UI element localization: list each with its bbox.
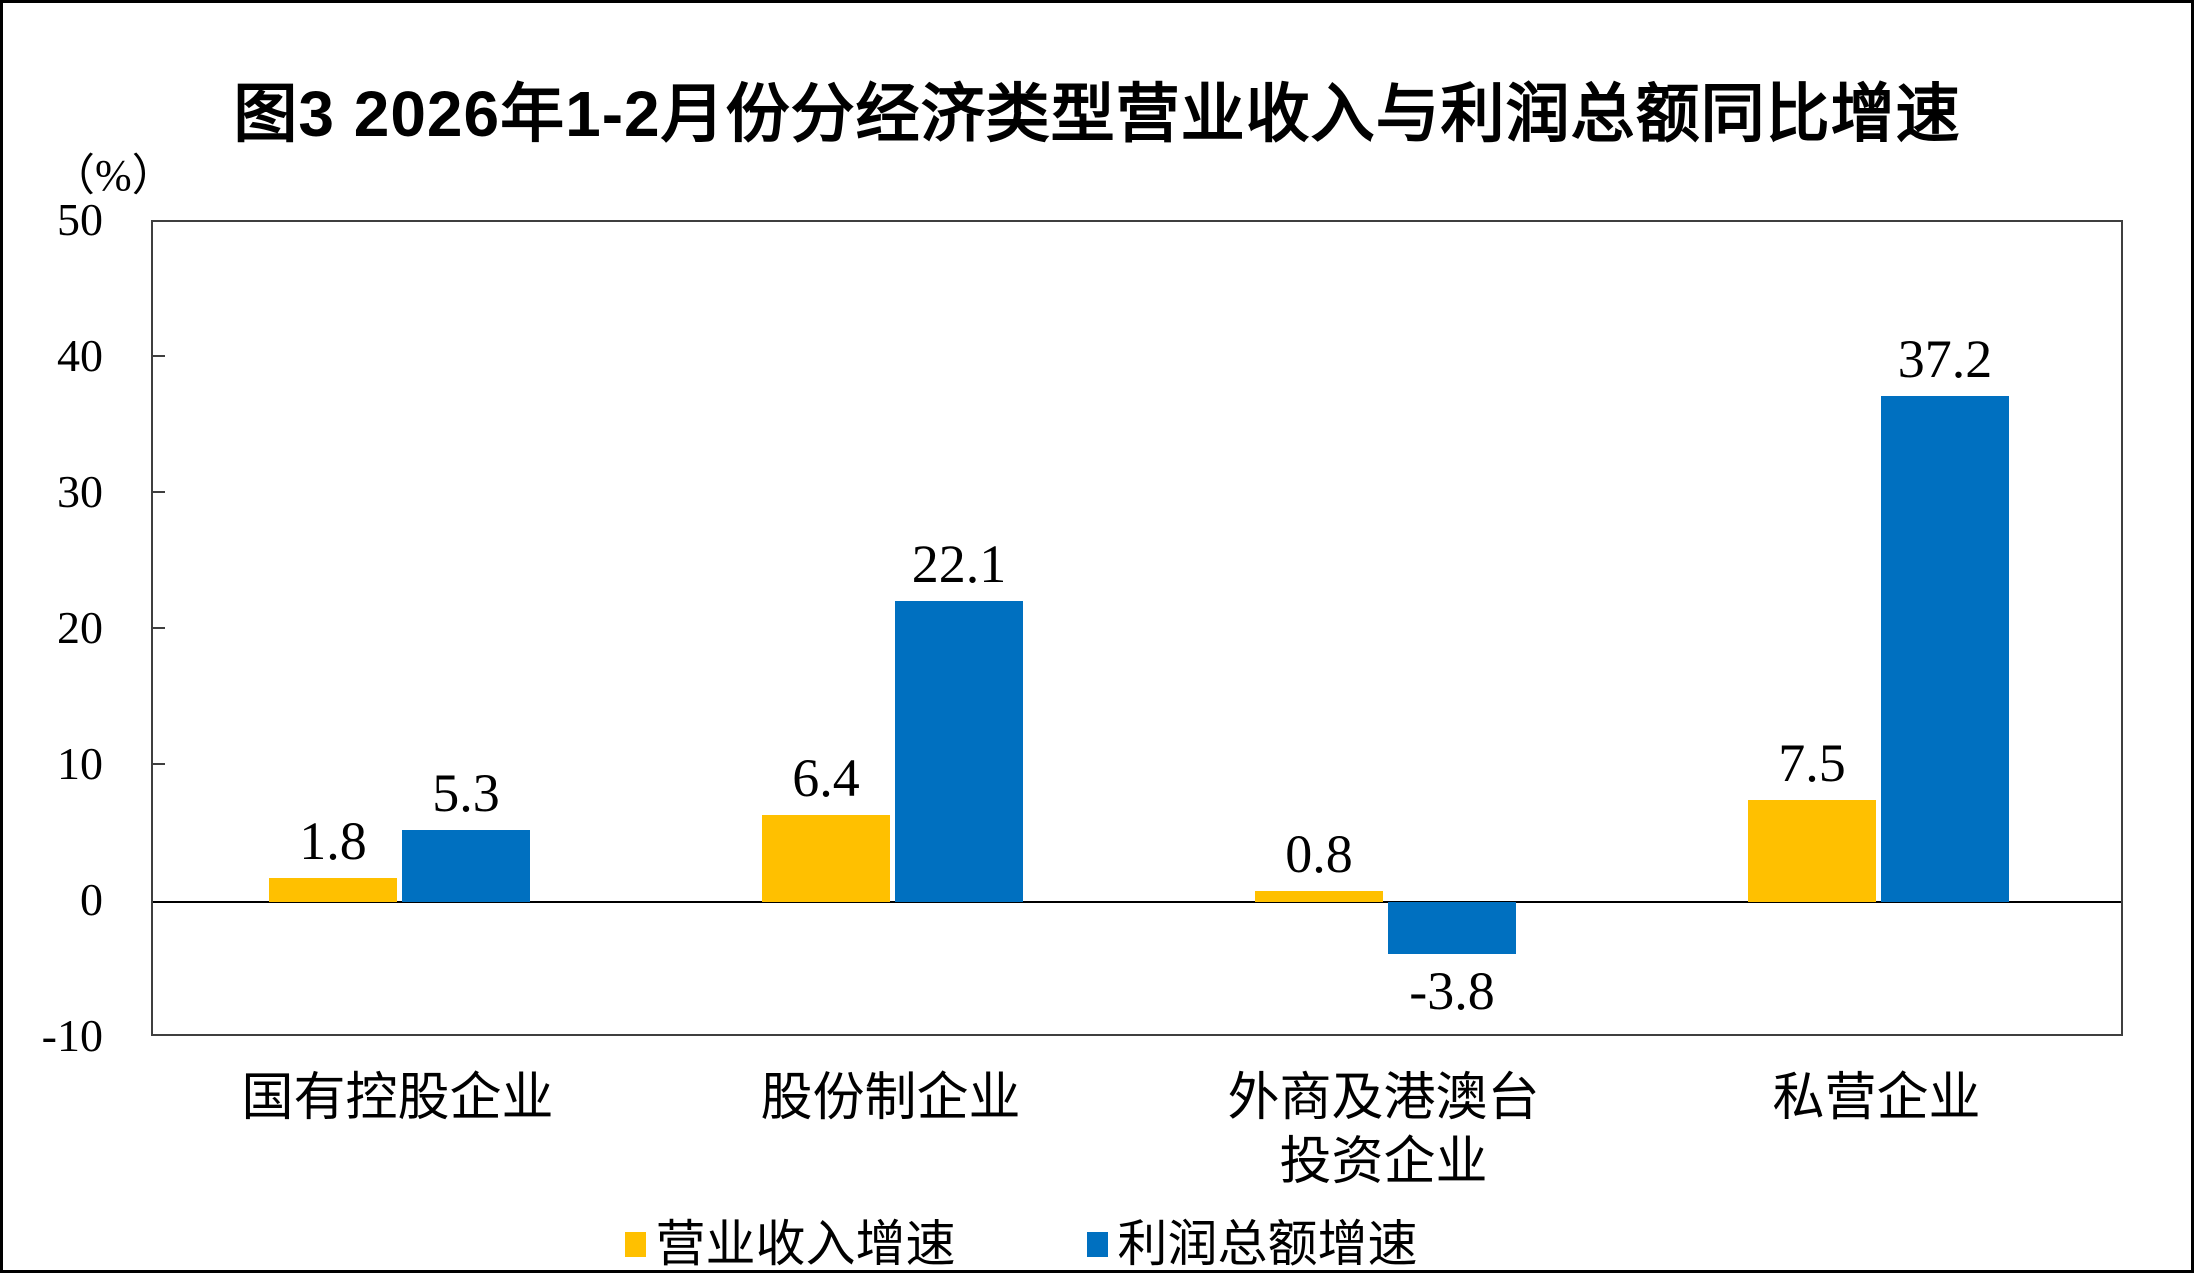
bar-value-label: 0.8 — [1285, 824, 1353, 885]
plot-area: 1.8 5.3 6.4 22.1 0.8 -3.8 7.5 37.2 — [151, 220, 2123, 1036]
bar-利润总额增速-外商及港澳台 — [1388, 902, 1516, 954]
y-axis-unit-label: （%） — [51, 151, 176, 200]
y-tick-label: -10 — [41, 1010, 103, 1061]
chart-title: 图3 2026年1-2月份分经济类型营业收入与利润总额同比增速 — [233, 78, 1961, 150]
zero-axis-line — [153, 901, 2121, 903]
category-label: 国有控股企业 — [241, 1070, 554, 1127]
legend-label: 利润总额增速 — [1117, 1216, 1418, 1272]
bar-利润总额增速-股份制企业 — [895, 601, 1023, 902]
y-tick-label: 0 — [80, 874, 103, 925]
legend-label: 营业收入增速 — [655, 1216, 956, 1272]
category-label: 私营企业 — [1772, 1070, 1981, 1127]
y-tick-mark — [152, 627, 165, 629]
bar-value-label: 5.3 — [432, 762, 500, 823]
y-tick-label: 50 — [57, 194, 103, 245]
bar-营业收入增速-股份制企业 — [762, 814, 890, 902]
chart-legend: 营业收入增速 利润总额增速 — [3, 1219, 2039, 1269]
bar-value-label: 37.2 — [1897, 329, 1993, 390]
y-tick-mark — [152, 355, 165, 357]
y-tick-mark — [152, 491, 165, 493]
y-tick-mark — [152, 763, 165, 765]
legend-item-利润总额增速: 利润总额增速 — [1086, 1216, 1418, 1272]
bar-利润总额增速-私营企业 — [1881, 396, 2009, 902]
bar-营业收入增速-外商及港澳台 — [1255, 891, 1383, 902]
category-label: 股份制企业 — [760, 1070, 1021, 1127]
y-tick-label: 20 — [57, 602, 103, 653]
bar-营业收入增速-私营企业 — [1748, 800, 1876, 902]
category-label: 外商及港澳台 投资企业 — [1227, 1070, 1540, 1191]
bar-利润总额增速-国有控股企业 — [402, 829, 530, 902]
legend-swatch — [1086, 1231, 1108, 1257]
bar-value-label: 22.1 — [911, 534, 1007, 595]
bar-营业收入增速-国有控股企业 — [269, 877, 397, 902]
bar-value-label: 1.8 — [299, 810, 367, 871]
legend-item-营业收入增速: 营业收入增速 — [624, 1216, 956, 1272]
bar-value-label: -3.8 — [1409, 960, 1495, 1021]
bar-value-label: 7.5 — [1778, 733, 1846, 793]
y-tick-label: 40 — [57, 330, 103, 381]
bar-value-label: 6.4 — [792, 747, 860, 808]
legend-swatch — [624, 1231, 646, 1257]
y-tick-label: 10 — [57, 738, 103, 789]
y-tick-label: 30 — [57, 466, 103, 517]
